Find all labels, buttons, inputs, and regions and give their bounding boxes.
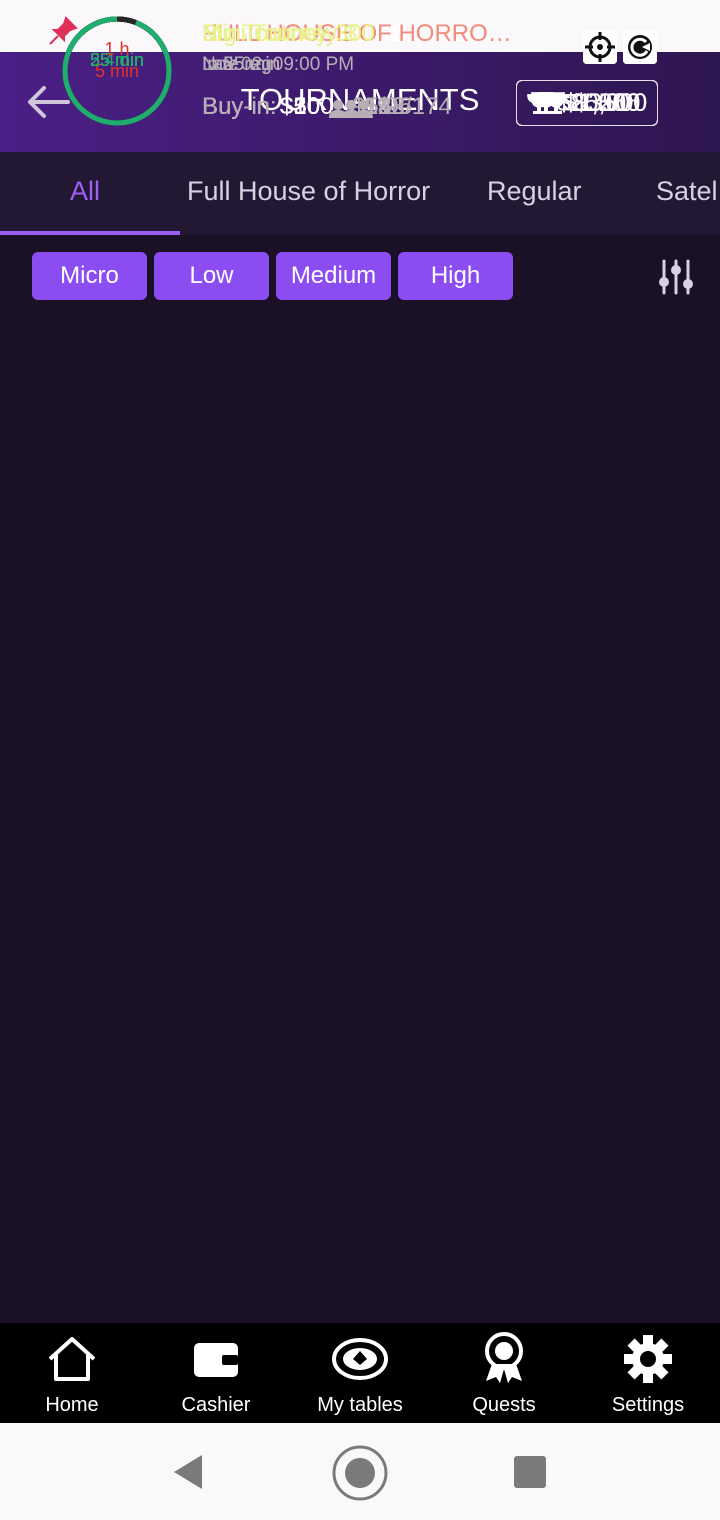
back-button[interactable] <box>26 84 72 120</box>
pin-icon <box>49 16 78 45</box>
system-back[interactable] <box>170 1453 206 1491</box>
tournament-name: Daily Eliminator $10, $12… <box>202 20 493 47</box>
timer-text: 55 min <box>89 50 145 70</box>
filter-button[interactable]: Low <box>154 252 269 300</box>
timer-text: 25 min <box>89 50 145 70</box>
buyin-value: $3 <box>280 93 307 120</box>
tournament-name: Mini Tourney 3 <box>202 20 358 47</box>
nav-label[interactable]: My tables <box>317 1394 403 1416</box>
timer-text: 55 min <box>89 50 145 70</box>
target-icon <box>583 30 617 64</box>
tournament-info: Late reg <box>202 54 272 75</box>
tournament-name: Daily Turbo $3, $350 GTD <box>202 20 481 47</box>
prize-amount: $80,000 <box>556 88 648 117</box>
tournament-name: Eliminator 10 <box>202 20 343 47</box>
system-home[interactable] <box>330 1443 390 1503</box>
tab[interactable]: All <box>70 176 101 206</box>
prize-amount: $1,250 <box>563 88 641 117</box>
tournament-info: Late reg <box>202 54 272 75</box>
nav-label[interactable]: Home <box>45 1394 99 1416</box>
tab-indicator <box>0 231 180 235</box>
tournament-info: In 55 min <box>202 54 281 75</box>
timer-text: 55 min <box>89 50 145 70</box>
prize-amount: $25,000 <box>556 88 648 117</box>
filter-settings-icon[interactable] <box>656 258 696 296</box>
rebuy-icon <box>623 30 657 64</box>
prize-amount: $1,566 <box>563 88 641 117</box>
nav-label[interactable]: Cashier <box>181 1394 251 1416</box>
filter-button[interactable]: Micro <box>32 252 147 300</box>
system-nav <box>0 1423 720 1520</box>
players-count: 18 <box>378 93 405 120</box>
quests-icon[interactable] <box>480 1331 528 1385</box>
tab[interactable]: Regular <box>487 176 582 206</box>
my-tables-icon[interactable] <box>331 1337 389 1381</box>
buyin-value: $3 <box>280 93 307 120</box>
tab-bar: All Full House of Horror Regular Satel <box>0 152 720 235</box>
buyin-value: $10 <box>280 93 321 120</box>
players-icon <box>329 100 347 118</box>
buyin-label: Buy-in: <box>202 93 277 120</box>
tournament-info: Nov 02, 09:00 PM <box>202 54 355 75</box>
timer-text: 1 h <box>104 39 130 59</box>
cashier-icon[interactable] <box>192 1337 240 1381</box>
nav-label[interactable]: Settings <box>611 1394 685 1416</box>
filter-button[interactable]: High <box>398 252 513 300</box>
players-icon <box>355 100 373 118</box>
players-count: 142/174 <box>365 93 452 120</box>
buyin-label: Buy-in: <box>202 93 277 120</box>
bottom-nav: Home Cashier My tables Quests Settings <box>0 1323 720 1423</box>
tab[interactable]: Full House of Horror <box>187 176 431 206</box>
prize-box: $1,000 <box>516 80 658 126</box>
timer-text: 4 d <box>104 50 130 70</box>
buyin-value: $50 <box>280 93 321 120</box>
tab[interactable]: Satel <box>656 176 718 206</box>
buyin-label: Buy-in: <box>202 93 277 120</box>
timer-ring <box>62 16 172 126</box>
prize-amount: $1,000 <box>563 88 641 117</box>
settings-icon[interactable] <box>622 1333 674 1385</box>
tournament-name: Big Tourney 300 <box>202 20 376 47</box>
timer-text: 5 min <box>94 61 139 81</box>
home-icon[interactable] <box>46 1335 98 1383</box>
tournament-info: In 25 min <box>202 54 281 75</box>
nav-label[interactable]: Quests <box>472 1394 536 1416</box>
filter-button[interactable]: Medium <box>276 252 391 300</box>
prize-amount: $350 <box>574 88 630 117</box>
buyin-value: $500 <box>280 93 334 120</box>
tournament-name: FULL HOUSE OF HORRO… <box>202 20 512 47</box>
system-recents[interactable] <box>513 1455 547 1489</box>
trophy-icon <box>534 92 558 114</box>
buyin-label: Buy-in: <box>202 93 277 120</box>
buyin-value: $10 <box>280 93 321 120</box>
players-count: 119 <box>352 93 391 120</box>
tournament-info: In 55 min <box>202 54 281 75</box>
buyin-label: Buy-in: <box>202 93 277 120</box>
buyin-label: Buy-in: <box>202 93 277 120</box>
tournament-name: FULL HOUSE OF HORRO… <box>202 20 512 47</box>
